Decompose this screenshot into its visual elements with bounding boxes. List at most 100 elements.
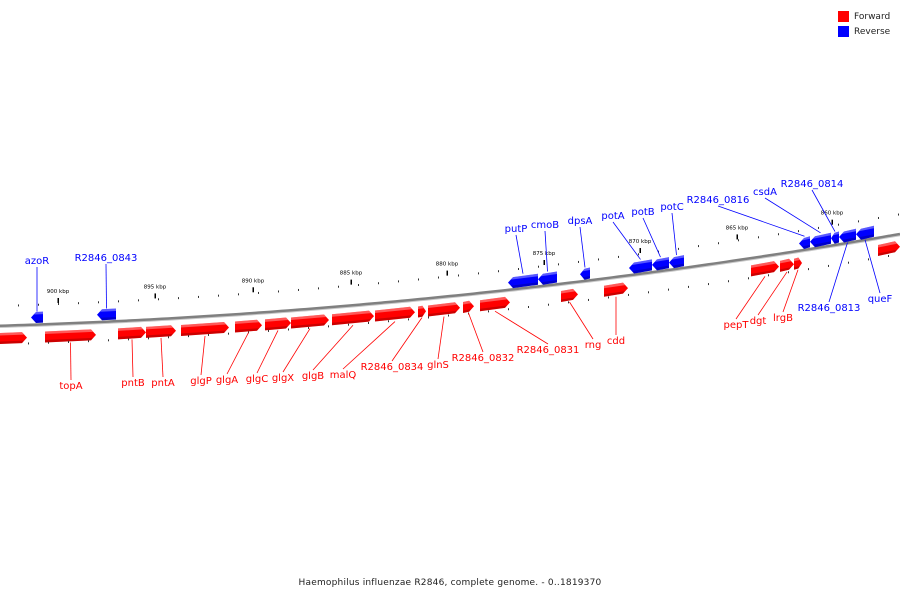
forward-gene-pnta-body — [146, 325, 176, 338]
forward-gene-lrgb[interactable] — [794, 257, 802, 270]
reverse-gene-pota[interactable] — [629, 259, 652, 274]
major-tick — [154, 293, 156, 299]
forward-gene-glgc[interactable] — [265, 317, 291, 331]
forward-gene-glga[interactable] — [235, 319, 262, 333]
reverse-gene-r2846-0813[interactable] — [839, 228, 856, 243]
forward-gene-r2846-0831[interactable] — [480, 296, 510, 312]
major-tick — [57, 297, 59, 303]
minor-tick-top — [378, 282, 379, 285]
forward-gene-glgx-shade — [291, 323, 326, 329]
forward-gene-malq-sheen — [375, 306, 412, 313]
forward-gene-dgt[interactable] — [780, 258, 794, 272]
leader-pnta — [160, 337, 164, 378]
reverse-gene-dpsa[interactable] — [580, 267, 590, 280]
minor-tick-bottom — [68, 340, 69, 343]
minor-tick-bottom — [508, 308, 509, 311]
forward-gene-r2846-0831-body — [480, 296, 510, 312]
gene-label-dgt: dgt — [750, 316, 767, 327]
reverse-gene-potc[interactable] — [669, 255, 684, 269]
minor-tick-bottom — [588, 298, 589, 301]
minor-tick-bottom — [348, 323, 349, 326]
forward-gene-glns[interactable] — [428, 302, 460, 317]
leader-r2846-0831 — [494, 310, 549, 345]
reverse-gene-putp[interactable] — [508, 273, 538, 289]
forward-gene-pept[interactable] — [751, 261, 779, 277]
forward-gene-glns-body — [428, 302, 460, 317]
minor-tick-top — [118, 300, 119, 303]
forward-gene-glgp[interactable] — [181, 322, 229, 336]
gene-label-potb: potB — [631, 207, 654, 218]
genome-caption: Haemophilus influenzae R2846, complete g… — [298, 578, 602, 588]
minor-tick-bottom — [608, 296, 609, 299]
forward-gene-pntb[interactable] — [118, 326, 146, 340]
forward-gene-unlabeled[interactable] — [0, 332, 27, 344]
forward-gene-unlabeled-shade — [0, 340, 24, 344]
reverse-gene-cmob[interactable] — [538, 271, 557, 285]
reverse-gene-r2846-0816[interactable] — [799, 236, 810, 249]
minor-tick-bottom — [208, 333, 209, 336]
gene-label-cmob: cmoB — [531, 220, 559, 231]
minor-tick-bottom — [648, 291, 649, 294]
minor-tick-top — [18, 304, 19, 307]
minor-tick-top — [838, 223, 839, 226]
minor-tick-top — [718, 242, 719, 245]
minor-tick-top — [398, 280, 399, 283]
gene-label-glgb: glgB — [302, 371, 324, 382]
legend-forward-label: Forward — [854, 11, 891, 22]
forward-gene-rng[interactable] — [561, 288, 578, 302]
minor-tick-top — [278, 290, 279, 293]
forward-gene-topa[interactable] — [45, 329, 96, 343]
forward-gene-pnta[interactable] — [146, 325, 176, 338]
minor-tick-bottom — [848, 261, 849, 264]
forward-gene-glgx[interactable] — [291, 314, 329, 329]
minor-tick-bottom — [28, 342, 29, 345]
leader-pept — [735, 276, 766, 320]
forward-gene-r2846-0834[interactable] — [418, 305, 426, 318]
forward-gene-glgb-body — [332, 310, 374, 326]
minor-tick-bottom — [888, 254, 889, 257]
forward-gene-r2846-0832[interactable] — [463, 300, 474, 313]
minor-tick-bottom — [248, 331, 249, 334]
forward-gene-glgc-shade — [265, 326, 288, 331]
reverse-gene-csda-body — [810, 232, 831, 248]
minor-tick-bottom — [688, 285, 689, 288]
reverse-gene-r2846-0843[interactable] — [97, 308, 116, 321]
forward-gene-glgx-sheen — [291, 314, 326, 320]
minor-tick-bottom — [228, 332, 229, 335]
leader-cmob — [544, 230, 548, 272]
forward-gene-glgb[interactable] — [332, 310, 374, 326]
forward-gene-malq[interactable] — [375, 306, 415, 322]
forward-gene-glns-shade — [428, 310, 457, 317]
minor-tick-bottom — [708, 283, 709, 286]
reverse-gene-r2846-0814[interactable] — [831, 231, 839, 244]
reverse-gene-putp-body — [508, 273, 538, 289]
reverse-gene-csda[interactable] — [810, 232, 831, 248]
leader-r2846-0832 — [468, 312, 484, 353]
major-tick — [831, 219, 833, 225]
reverse-gene-quef[interactable] — [856, 225, 874, 240]
leader-pota — [612, 221, 641, 260]
reverse-gene-r2846-0843-shade — [100, 317, 116, 321]
minor-tick-top — [818, 226, 819, 229]
reverse-gene-quef-sheen — [859, 225, 874, 232]
reverse-gene-pota-shade — [632, 267, 652, 274]
forward-gene-lrga[interactable] — [878, 241, 900, 256]
reverse-gene-r2846-0813-shade — [842, 237, 856, 243]
minor-tick-top — [458, 274, 459, 277]
reverse-gene-potb[interactable] — [652, 257, 669, 271]
minor-tick-top — [798, 230, 799, 233]
forward-gene-pnta-sheen — [146, 325, 173, 330]
major-tick — [639, 248, 641, 254]
gene-label-potc: potC — [660, 202, 683, 213]
reverse-gene-r2846-0814-body — [831, 231, 839, 244]
major-tick — [446, 270, 448, 276]
tick-label-900-kbp: 900 kbp — [47, 289, 70, 295]
minor-tick-top — [578, 260, 579, 263]
minor-tick-top — [338, 285, 339, 288]
minor-tick-top — [658, 250, 659, 253]
gene-label-dpsa: dpsA — [568, 216, 593, 227]
gene-label-glns: glnS — [427, 360, 449, 371]
minor-tick-bottom — [108, 339, 109, 342]
forward-gene-cdd[interactable] — [604, 282, 628, 297]
reverse-gene-azor[interactable] — [31, 311, 43, 323]
